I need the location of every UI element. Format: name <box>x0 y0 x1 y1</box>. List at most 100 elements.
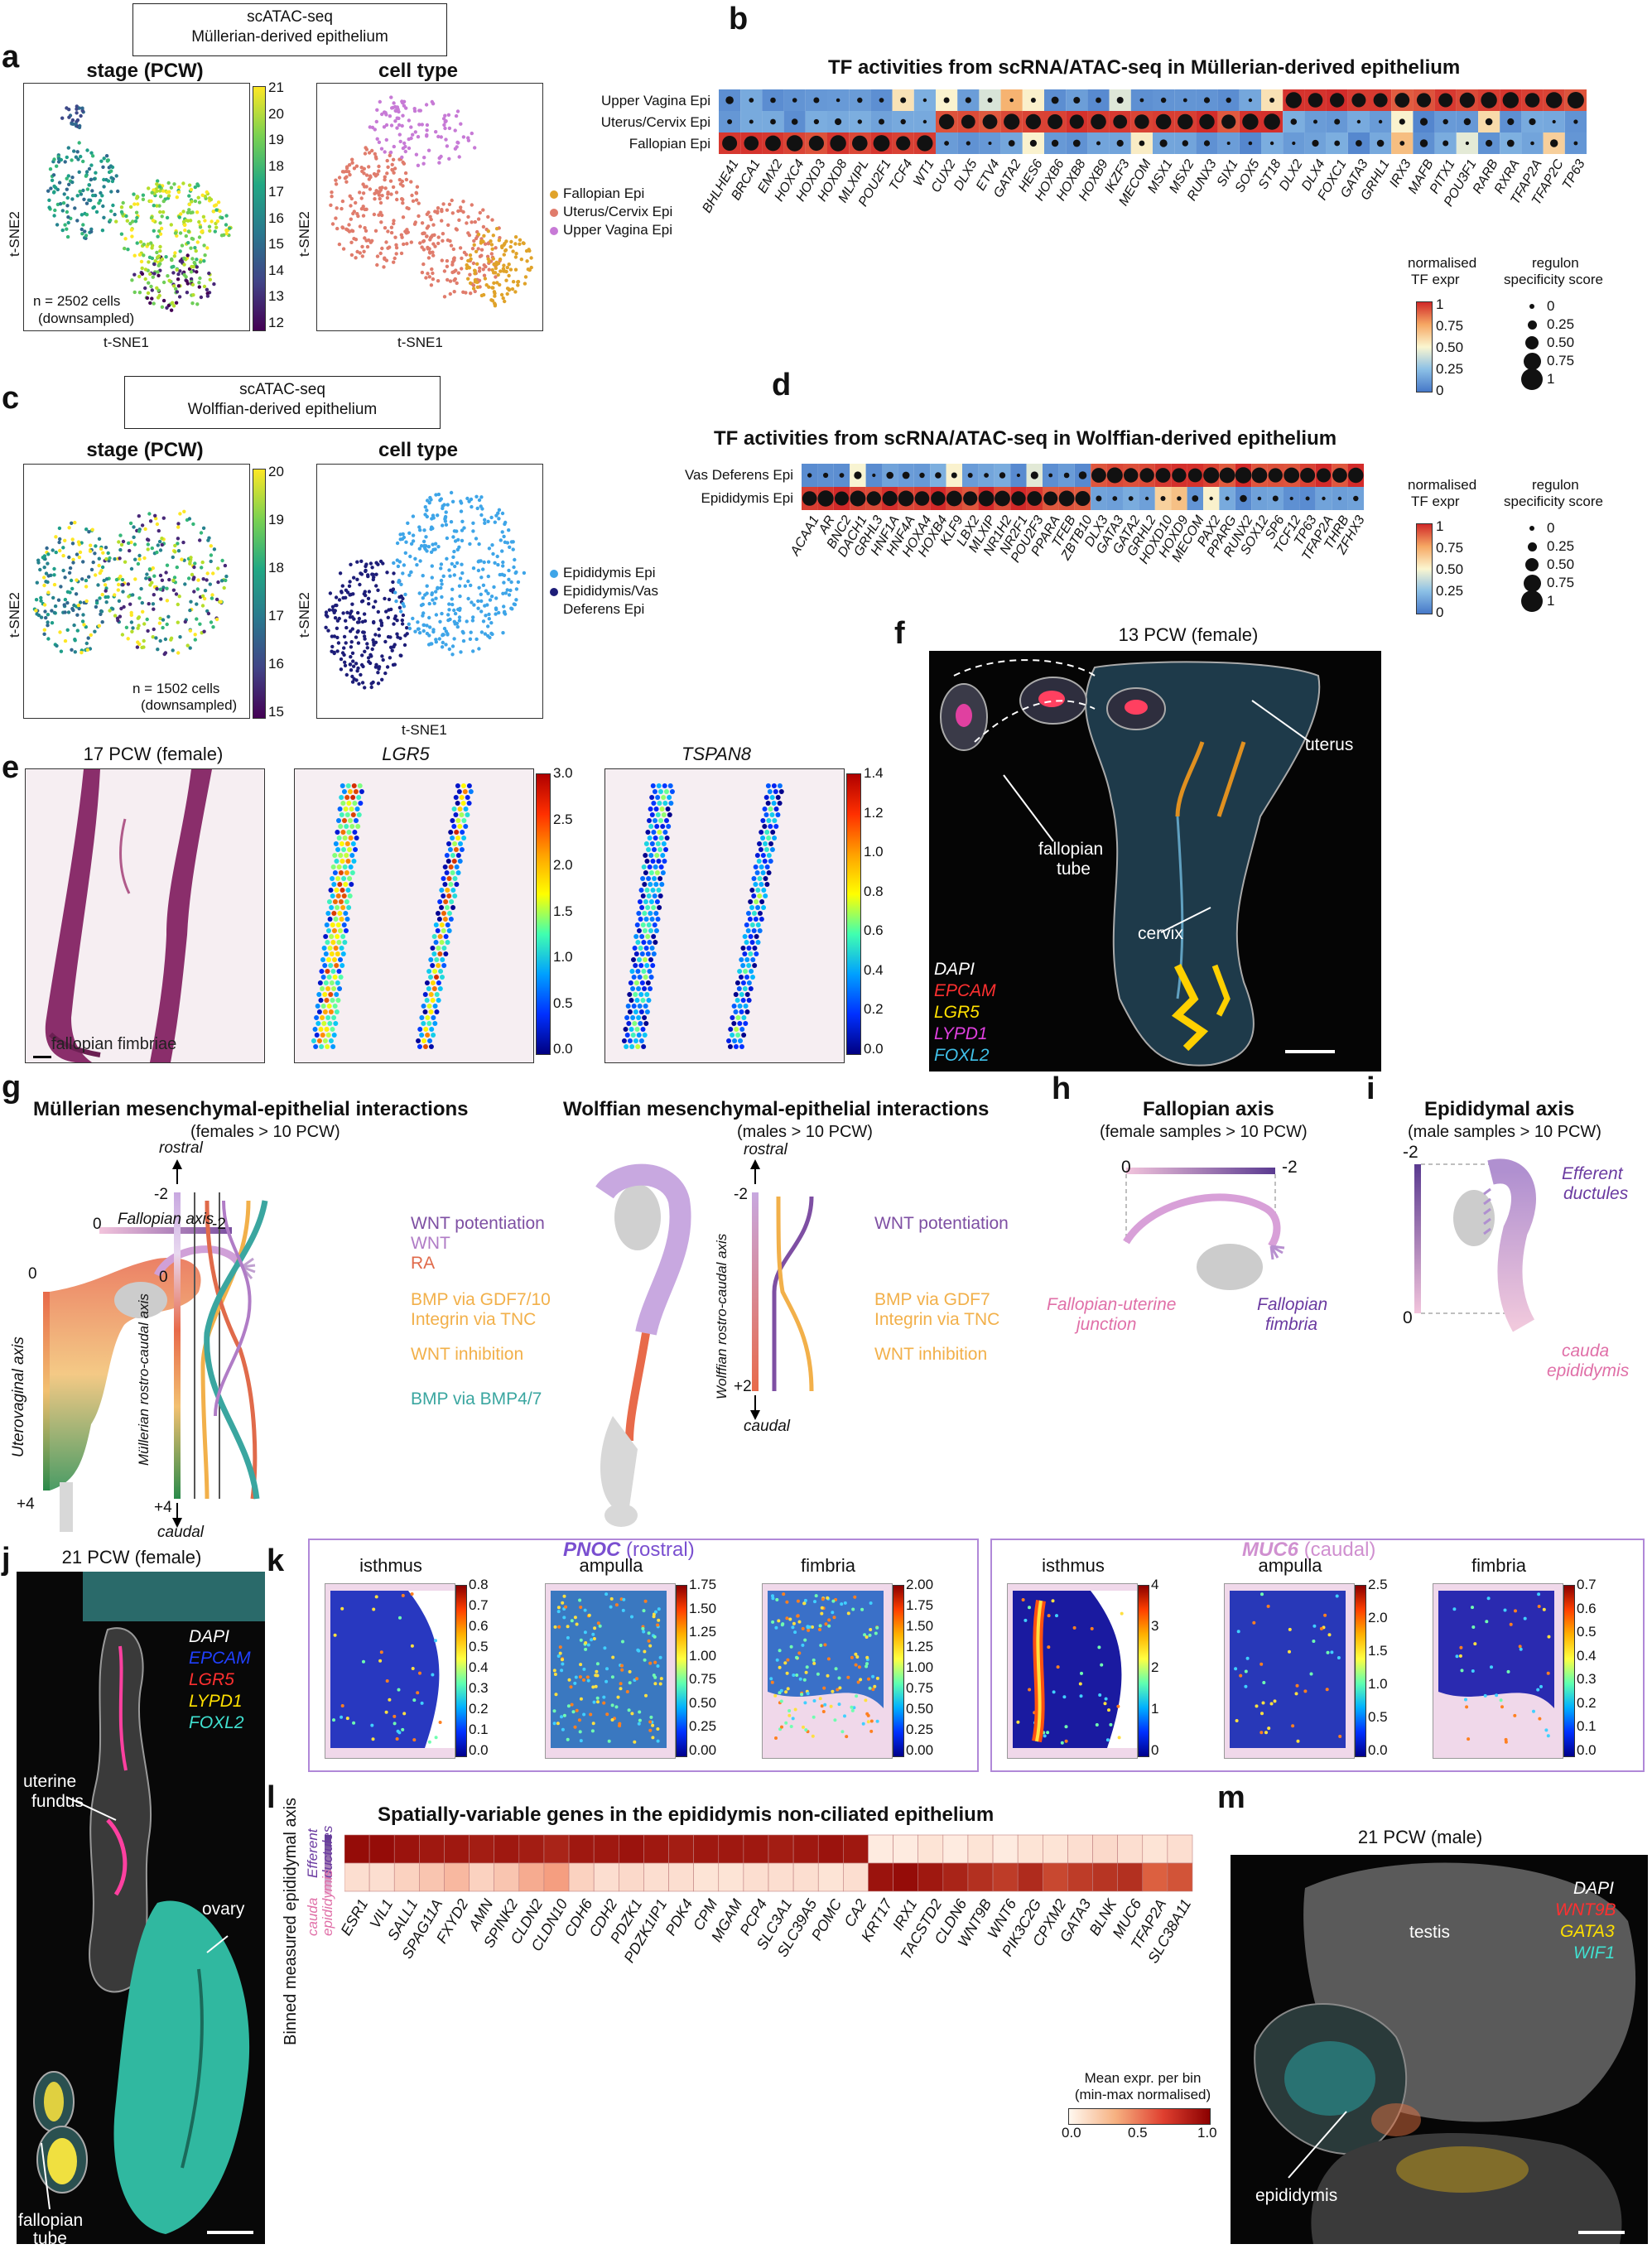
panel-d-legend-size-tick: 0.25 <box>1547 538 1575 554</box>
dotplot-dot <box>1257 496 1262 501</box>
tsne-point <box>510 607 514 611</box>
spatial-spot <box>629 1027 634 1032</box>
panel-d-legend-t2a: regulon <box>1532 477 1579 493</box>
tsne-point <box>364 147 369 152</box>
tile-spot <box>397 1731 402 1735</box>
panel-b-legend-color-tick: 0.75 <box>1436 318 1464 334</box>
dotplot-dot <box>770 118 776 125</box>
tsne-point <box>447 202 452 206</box>
dotplot-dot <box>886 471 893 479</box>
spatial-spot <box>648 957 654 962</box>
tile-spot <box>1288 1627 1292 1631</box>
dotplot-dot <box>1292 141 1296 146</box>
tsne-point <box>403 592 407 597</box>
tsne-point <box>58 202 63 206</box>
tsne-point <box>479 253 484 258</box>
tsne-point <box>188 628 193 633</box>
spatial-spot <box>431 1015 436 1020</box>
heatmap-cell-top <box>1017 1834 1043 1864</box>
tsne-point <box>364 173 369 177</box>
tile-spot <box>812 1661 816 1665</box>
tile-spot <box>434 1639 437 1643</box>
tsne-point <box>94 544 98 548</box>
tsne-point <box>124 625 129 629</box>
tsne-point <box>137 642 142 647</box>
tsne-point <box>182 509 186 513</box>
tile-spot <box>1499 1698 1503 1702</box>
dotplot-dot <box>1419 139 1428 147</box>
tsne-point <box>205 578 209 582</box>
tsne-point <box>210 596 214 600</box>
tile-spot <box>1269 1702 1274 1706</box>
tsne-point <box>75 111 79 115</box>
tsne-point <box>338 571 343 575</box>
tile-spot <box>590 1638 594 1642</box>
heatmap-cell-top <box>893 1834 919 1864</box>
dotplot-dot <box>1139 140 1145 147</box>
tsne-point <box>60 209 65 213</box>
spatial-spot <box>442 864 448 869</box>
tile-spot <box>604 1592 609 1596</box>
tile-spot <box>813 1600 816 1604</box>
tsne-point <box>348 194 352 198</box>
tsne-point <box>376 588 380 592</box>
spatial-spot <box>627 1038 633 1043</box>
panel-g-fa-zero: 0 <box>93 1216 102 1233</box>
spatial-spot <box>442 917 448 922</box>
tsne-point <box>498 538 503 542</box>
dotplot-dot <box>802 491 817 506</box>
tile-spot <box>853 1595 857 1599</box>
spatial-spot <box>419 1015 425 1020</box>
spatial-spot <box>436 963 441 968</box>
tsne-point <box>224 231 229 236</box>
tsne-point <box>491 257 495 261</box>
dotplot-dot <box>1353 495 1359 502</box>
tsne-point <box>409 125 413 129</box>
tile-spot <box>1047 1645 1051 1649</box>
tsne-point <box>497 517 501 521</box>
panel-e-lgr5-tick: 1.0 <box>553 949 573 965</box>
spatial-spot <box>335 934 340 939</box>
tile-spot <box>562 1713 566 1717</box>
tile-spot <box>1264 1731 1268 1735</box>
heatmap-cell-bottom <box>543 1862 570 1892</box>
panel-k-tile-title: isthmus <box>359 1555 422 1576</box>
tsne-point <box>393 108 397 113</box>
tsne-point <box>205 287 210 291</box>
dotplot-dot <box>1030 471 1038 479</box>
tsne-point <box>387 608 391 612</box>
tsne-point <box>65 600 70 605</box>
panel-b-legend-color-tick: 0 <box>1436 383 1444 398</box>
tsne-point <box>400 123 404 128</box>
tile-spot <box>340 1606 344 1611</box>
tsne-point <box>222 585 226 590</box>
spatial-spot <box>339 946 344 951</box>
heatmap-cell-top <box>469 1834 495 1864</box>
spatial-spot <box>634 998 640 1003</box>
tsne-point <box>158 195 163 199</box>
dotplot-dot <box>999 472 1006 479</box>
tile-spot <box>1078 1682 1082 1686</box>
tsne-point <box>89 567 94 572</box>
tsne-point <box>497 238 501 243</box>
tsne-point <box>508 545 512 549</box>
tsne-point <box>167 577 171 582</box>
tile-spot <box>851 1607 855 1611</box>
tsne-point <box>195 258 199 262</box>
tsne-point <box>397 132 402 137</box>
spatial-spot <box>640 876 646 881</box>
panel-l-axis-bar <box>325 1835 331 1895</box>
tsne-point <box>383 257 387 261</box>
spatial-spot <box>334 888 340 893</box>
spatial-spot <box>329 934 335 939</box>
spatial-spot <box>626 1021 632 1026</box>
dotplot-dot <box>1399 141 1405 146</box>
tile-spot <box>1473 1642 1477 1646</box>
tile-spot <box>850 1708 855 1712</box>
tsne-point <box>140 523 145 527</box>
panel-c-n-line2: (downsampled) <box>141 697 238 713</box>
tsne-point <box>379 220 383 224</box>
tile-spot <box>801 1626 805 1630</box>
panel-c-celltype-tsne <box>316 464 543 719</box>
spatial-spot <box>643 853 648 858</box>
